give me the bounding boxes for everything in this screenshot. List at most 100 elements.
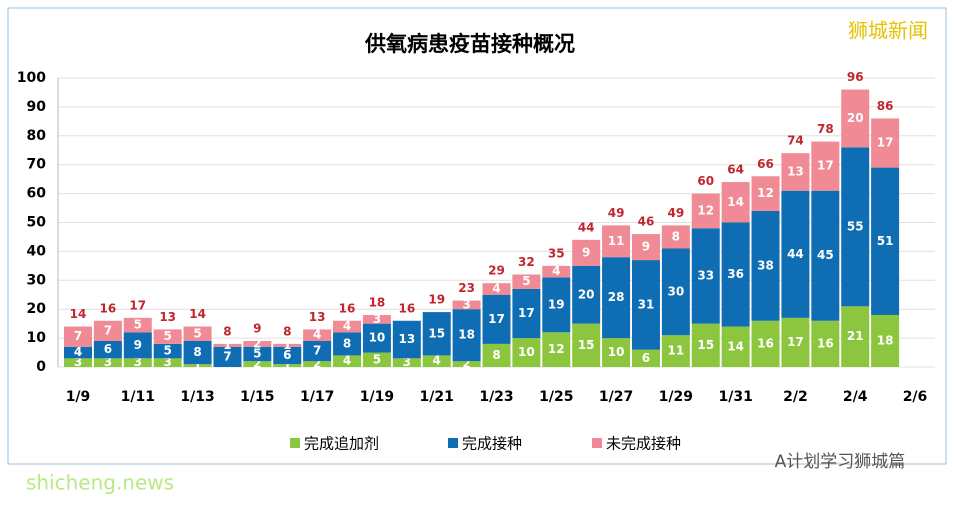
segment-label: 1: [283, 338, 291, 352]
segment-label: 16: [757, 336, 774, 350]
bar-segment: [871, 118, 900, 168]
total-label: 49: [608, 206, 625, 220]
bar-segment: [153, 329, 182, 344]
bar-segment: [333, 320, 362, 333]
segment-label: 1: [193, 358, 201, 372]
segment-label: 12: [548, 342, 565, 356]
x-tick-label: 1/29: [659, 389, 693, 405]
x-tick-label: 1/17: [300, 389, 334, 405]
bar-segment: [781, 153, 810, 191]
bar-segment: [841, 306, 870, 367]
bar-segment: [93, 320, 122, 341]
y-tick-label: 90: [27, 99, 47, 115]
total-label: 19: [428, 293, 445, 307]
segment-label: 55: [847, 219, 864, 233]
total-label: 86: [877, 99, 894, 113]
total-label: 64: [727, 163, 744, 177]
segment-label: 2: [253, 336, 261, 350]
segment-label: 5: [163, 344, 171, 358]
total-label: 49: [668, 206, 685, 220]
total-label: 29: [488, 264, 505, 278]
total-label: 78: [817, 122, 834, 136]
segment-label: 3: [373, 312, 381, 326]
total-label: 60: [697, 174, 714, 188]
total-label: 13: [159, 310, 176, 324]
total-label: 13: [309, 310, 326, 324]
segment-label: 8: [672, 229, 680, 243]
bar-segment: [512, 274, 541, 289]
segment-label: 8: [193, 345, 201, 359]
bar-segment: [572, 323, 601, 367]
segment-label: 30: [668, 284, 685, 298]
legend-swatch: [448, 438, 458, 448]
bar-segment: [183, 326, 212, 341]
total-label: 17: [129, 298, 146, 312]
segment-label: 5: [193, 326, 201, 340]
total-label: 8: [283, 324, 291, 338]
x-tick-label: 1/11: [121, 389, 155, 405]
bar-segment: [602, 257, 631, 339]
segment-label: 20: [578, 287, 595, 301]
segment-label: 10: [608, 345, 625, 359]
segment-label: 9: [134, 338, 142, 352]
bar-segment: [93, 340, 122, 359]
bar-segment: [542, 332, 571, 367]
bar-segment: [333, 332, 362, 356]
bar-segment: [183, 364, 212, 367]
bar-segment: [811, 141, 840, 191]
x-tick-label: 1/23: [479, 389, 513, 405]
bar-segment: [631, 349, 660, 367]
x-tick-label: 2/4: [843, 389, 868, 405]
bar-segment: [572, 239, 601, 266]
x-tick-label: 1/9: [66, 389, 91, 405]
y-tick-label: 50: [27, 215, 47, 231]
y-tick-label: 70: [27, 157, 47, 173]
total-label: 44: [578, 220, 595, 234]
segment-label: 15: [697, 338, 714, 352]
segment-label: 51: [877, 234, 894, 248]
segment-label: 3: [163, 355, 171, 369]
segment-label: 7: [313, 344, 321, 358]
legend-label: 完成接种: [462, 435, 522, 453]
bar-segment: [811, 190, 840, 321]
bar-segment: [661, 225, 690, 249]
chart-title: 供氧病患疫苗接种概况: [364, 32, 575, 56]
bar-segment: [243, 361, 272, 367]
total-label: 66: [757, 157, 774, 171]
segment-label: 17: [877, 136, 894, 150]
bar-segment: [631, 234, 660, 261]
segment-label: 1: [223, 338, 231, 352]
y-tick-label: 40: [27, 243, 47, 259]
segment-label: 21: [847, 329, 864, 343]
segment-label: 18: [877, 333, 894, 347]
segment-label: 1: [283, 358, 291, 372]
total-label: 23: [458, 281, 475, 295]
bar-segment: [751, 320, 780, 367]
legend-swatch: [592, 438, 602, 448]
bar-segment: [362, 323, 391, 353]
x-tick-label: 2/2: [783, 389, 808, 405]
bar-segment: [183, 340, 212, 365]
bar-segment: [781, 317, 810, 367]
bar-segment: [871, 167, 900, 315]
bar-segment: [303, 340, 332, 362]
bar-segment: [751, 210, 780, 321]
bar-segment: [422, 312, 451, 356]
bar-segment: [841, 147, 870, 307]
bar-segment: [691, 323, 720, 367]
bar-segment: [153, 343, 182, 359]
bar-segment: [243, 340, 272, 347]
y-tick-label: 20: [27, 301, 47, 317]
segment-label: 4: [492, 281, 500, 295]
y-tick-label: 30: [27, 272, 47, 288]
bar-segment: [362, 314, 391, 324]
bar-segment: [333, 355, 362, 367]
x-tick-label: 1/21: [420, 389, 454, 405]
segment-label: 9: [642, 240, 650, 254]
total-label: 96: [847, 70, 864, 84]
segment-label: 17: [518, 306, 535, 320]
x-tick-label: 1/25: [539, 389, 573, 405]
segment-label: 8: [492, 348, 500, 362]
bar-segment: [512, 338, 541, 367]
